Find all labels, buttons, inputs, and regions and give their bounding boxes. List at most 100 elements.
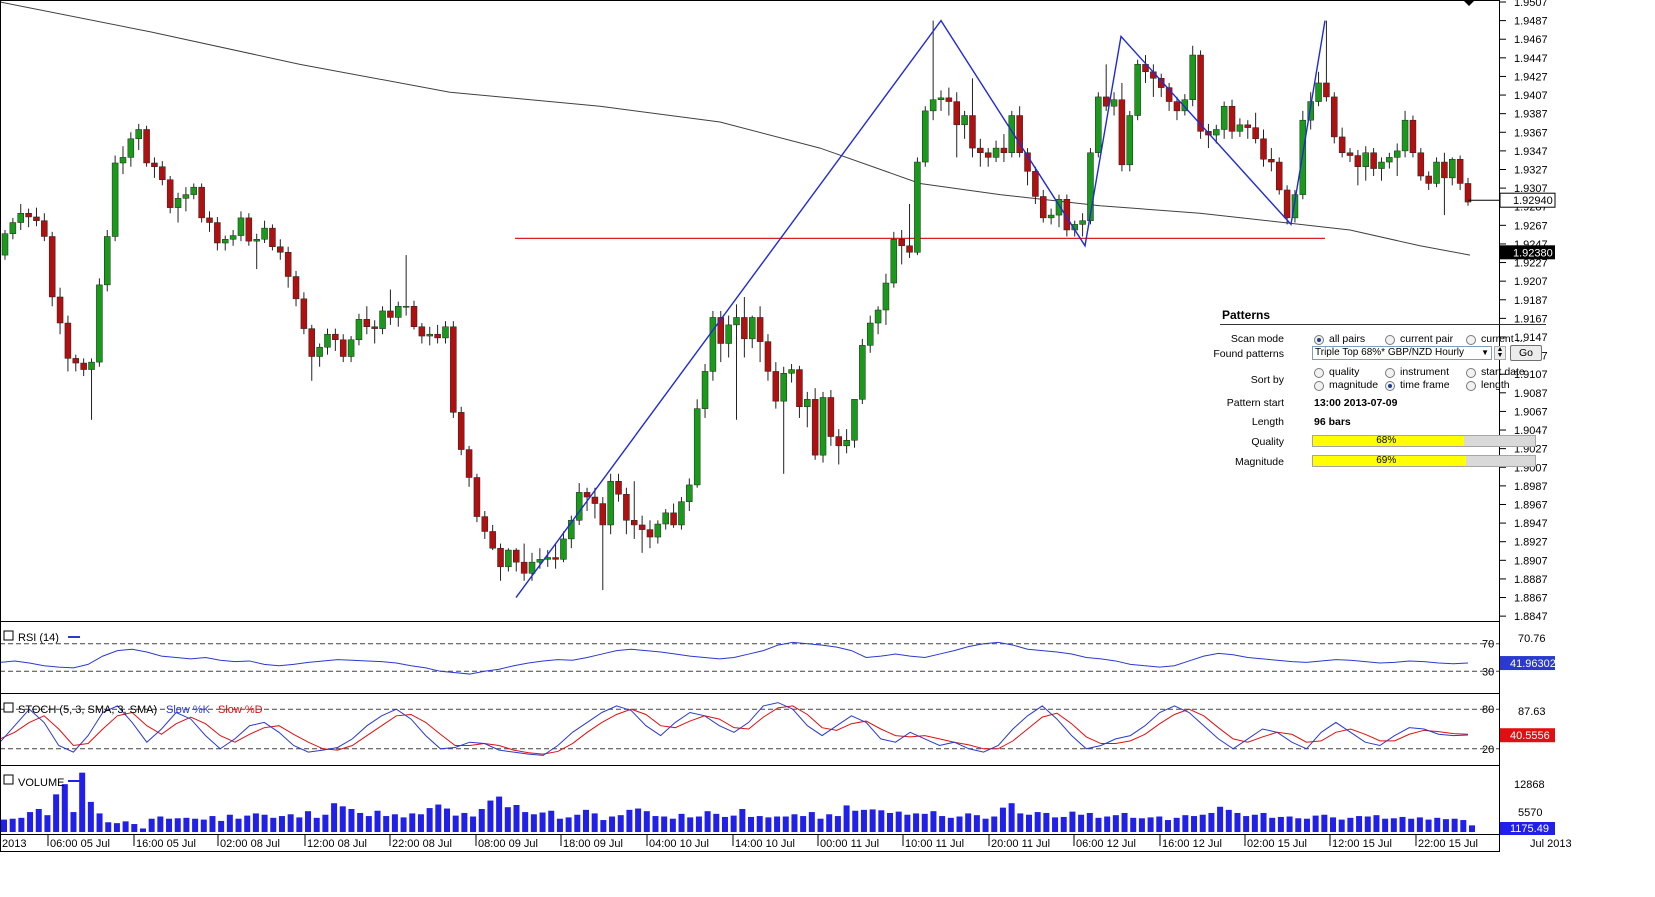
go-button[interactable]: Go [1510,345,1542,361]
sort-start-date-radio[interactable] [1466,368,1476,378]
sort-time-frame-label: time frame [1400,379,1450,391]
volume-bar [200,819,207,832]
volume-bar [1416,817,1423,832]
sort-instrument-radio[interactable] [1385,368,1395,378]
x-tick-label: 16:00 05 Jul [136,838,196,850]
candle-body [1307,101,1314,121]
volume-bar [1330,817,1337,832]
y-tick-label: 1.9327 [1514,164,1548,176]
candle-body [922,110,929,163]
candle-body [929,99,937,112]
x-tick-label: 22:00 08 Jul [392,838,452,850]
candle-body [914,161,921,253]
volume-bar [591,813,598,832]
candle-body [25,212,32,218]
candle-body [1338,136,1346,153]
volume-bar [270,817,277,832]
volume-bar [1034,812,1041,832]
x-tick-label: 02:00 15 Jul [1247,838,1307,850]
candle-body [969,115,976,149]
candle-body [1213,129,1220,136]
x-tick-label: 22:00 15 Jul [1418,838,1478,850]
volume-bar [261,814,268,832]
volume-bar [444,808,451,832]
candle-body [198,186,205,219]
volume-bar [113,823,120,832]
sort-magnitude-radio[interactable] [1314,381,1324,391]
volume-bar [826,814,833,832]
y-tick-label: 1.8887 [1514,574,1548,586]
volume-bar [174,818,181,832]
volume-bar [626,809,633,832]
candle-body [1040,196,1047,219]
volume-bar [218,820,225,832]
volume-bar [939,816,946,832]
candle-body [898,239,905,247]
volume-bar [1390,818,1397,832]
volume-bar [1451,818,1458,832]
volume-bar [860,809,867,832]
volume-bar [339,806,346,832]
volume-bar [131,824,138,832]
candle-body [284,252,292,277]
rsi-title: RSI (14) [18,632,59,644]
scan-all-pairs-radio[interactable] [1314,335,1324,345]
y-tick-label: 1.8867 [1514,593,1548,605]
rsi-close-icon [3,630,14,641]
scan-current-radio[interactable] [1466,335,1476,345]
x-tick-label: 14:00 10 Jul [735,838,795,850]
scan-current-pair-radio[interactable] [1385,335,1395,345]
found-patterns-select[interactable]: Triple Top 68%* GBP/NZD Hourly ▼ [1312,346,1492,360]
sort-by-label: Sort by [1250,374,1284,386]
volume-bar [834,816,841,832]
pattern-stepper[interactable]: ▲ ▼ [1494,346,1506,360]
candle-body [221,239,229,244]
pattern-zigzag [515,19,1326,598]
y-tick-label: 1.9267 [1514,220,1548,232]
volume-bar [704,811,711,832]
volume-bar [600,820,607,832]
candle-body [1189,54,1196,100]
sma-price-label: 1.92380 [1513,247,1553,259]
volume-bar [1173,817,1180,832]
sort-quality-radio[interactable] [1314,368,1324,378]
volume-bar [435,804,442,832]
stoch-d-line [0,705,1469,755]
candle-body [119,157,127,164]
current-price-label: 1.92940 [1513,195,1553,207]
volume-bar [887,812,894,832]
volume-bar [991,816,998,832]
plot-frame [0,0,1500,852]
candle-body [379,310,386,329]
x-tick-label: 12:00 08 Jul [307,838,367,850]
candle-body [1275,161,1283,191]
volume-bar [765,817,772,832]
candle-body [1283,189,1291,219]
volume-bar [391,814,398,832]
candle-body [481,516,489,532]
candle-body [143,129,150,164]
y-tick-label: 1.9507 [1514,0,1548,9]
volume-bar [148,818,155,832]
candle-body [741,317,748,340]
candle-body [882,282,890,311]
candle-body [442,326,449,339]
volume-bar [470,816,477,832]
volume-bar [513,804,520,832]
candle-body [1236,124,1244,132]
sort-time-frame-radio[interactable] [1385,381,1395,391]
volume-tick-label: 5570 [1518,807,1542,819]
volume-bar [1112,815,1119,832]
volume-bar [1086,812,1093,832]
candle-body [261,227,268,240]
volume-bar [539,812,546,832]
y-tick-label: 1.9047 [1514,425,1548,437]
volume-bar [27,812,34,832]
x-tick-label: 06:00 05 Jul [50,838,110,850]
volume-bar [574,814,581,832]
candle-body [804,399,811,408]
volume-bar [913,813,920,832]
sort-length-radio[interactable] [1466,381,1476,391]
volume-bar [1156,816,1163,832]
